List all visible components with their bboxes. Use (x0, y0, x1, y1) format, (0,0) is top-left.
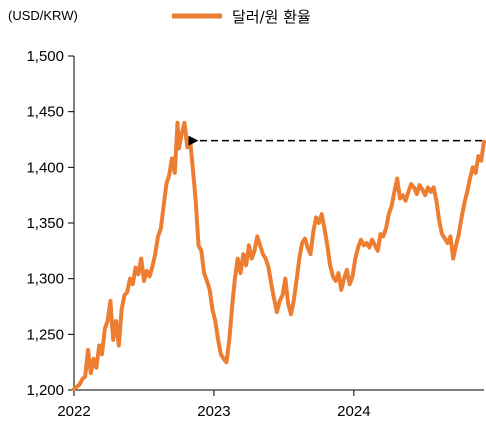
y-tick-label: 1,450 (26, 104, 64, 121)
y-tick-label: 1,400 (26, 159, 64, 176)
legend-label: 달러/원 환율 (232, 8, 311, 26)
legend: 달러/원 환율 (172, 8, 311, 26)
exchange-rate-line (72, 120, 486, 391)
y-unit-label: (USD/KRW) (8, 8, 78, 23)
y-tick-label: 1,300 (26, 271, 64, 288)
x-tick-label: 2022 (57, 403, 90, 420)
y-tick-label: 1,200 (26, 382, 64, 399)
y-tick-label: 1,250 (26, 326, 64, 343)
y-tick-label: 1,500 (26, 48, 64, 65)
x-tick-label: 2023 (197, 403, 230, 420)
x-tick-label: 2024 (337, 403, 370, 420)
y-ticks: 1,200 1,250 1,300 1,350 1,400 1,450 1,500 (26, 48, 74, 399)
y-tick-label: 1,350 (26, 215, 64, 232)
x-ticks: 2022 2023 2024 (57, 390, 371, 420)
